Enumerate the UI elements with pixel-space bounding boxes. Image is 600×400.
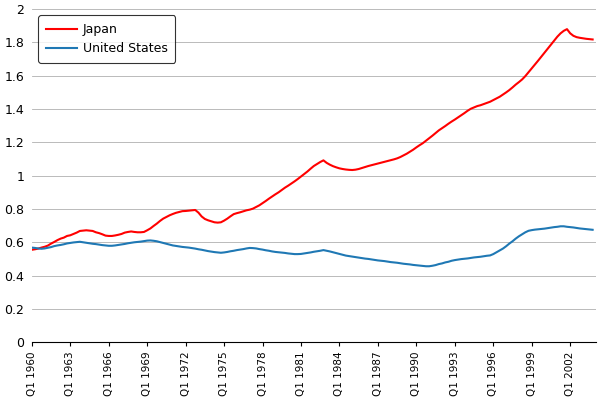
Japan: [121, 230, 128, 235]
Japan: [346, 168, 353, 172]
Japan: [563, 27, 571, 32]
United States: [422, 264, 430, 269]
United States: [557, 224, 564, 229]
Japan: [54, 238, 61, 242]
United States: [54, 243, 61, 248]
United States: [346, 254, 353, 258]
Japan: [214, 220, 221, 225]
Line: Japan: Japan: [32, 29, 593, 250]
United States: [214, 250, 221, 255]
United States: [589, 227, 596, 232]
Japan: [28, 247, 35, 252]
United States: [28, 245, 35, 250]
Legend: Japan, United States: Japan, United States: [38, 16, 175, 63]
Japan: [589, 37, 596, 42]
United States: [121, 242, 128, 246]
Japan: [76, 228, 83, 233]
Japan: [551, 38, 558, 43]
United States: [76, 239, 83, 244]
United States: [554, 224, 561, 229]
Line: United States: United States: [32, 226, 593, 266]
